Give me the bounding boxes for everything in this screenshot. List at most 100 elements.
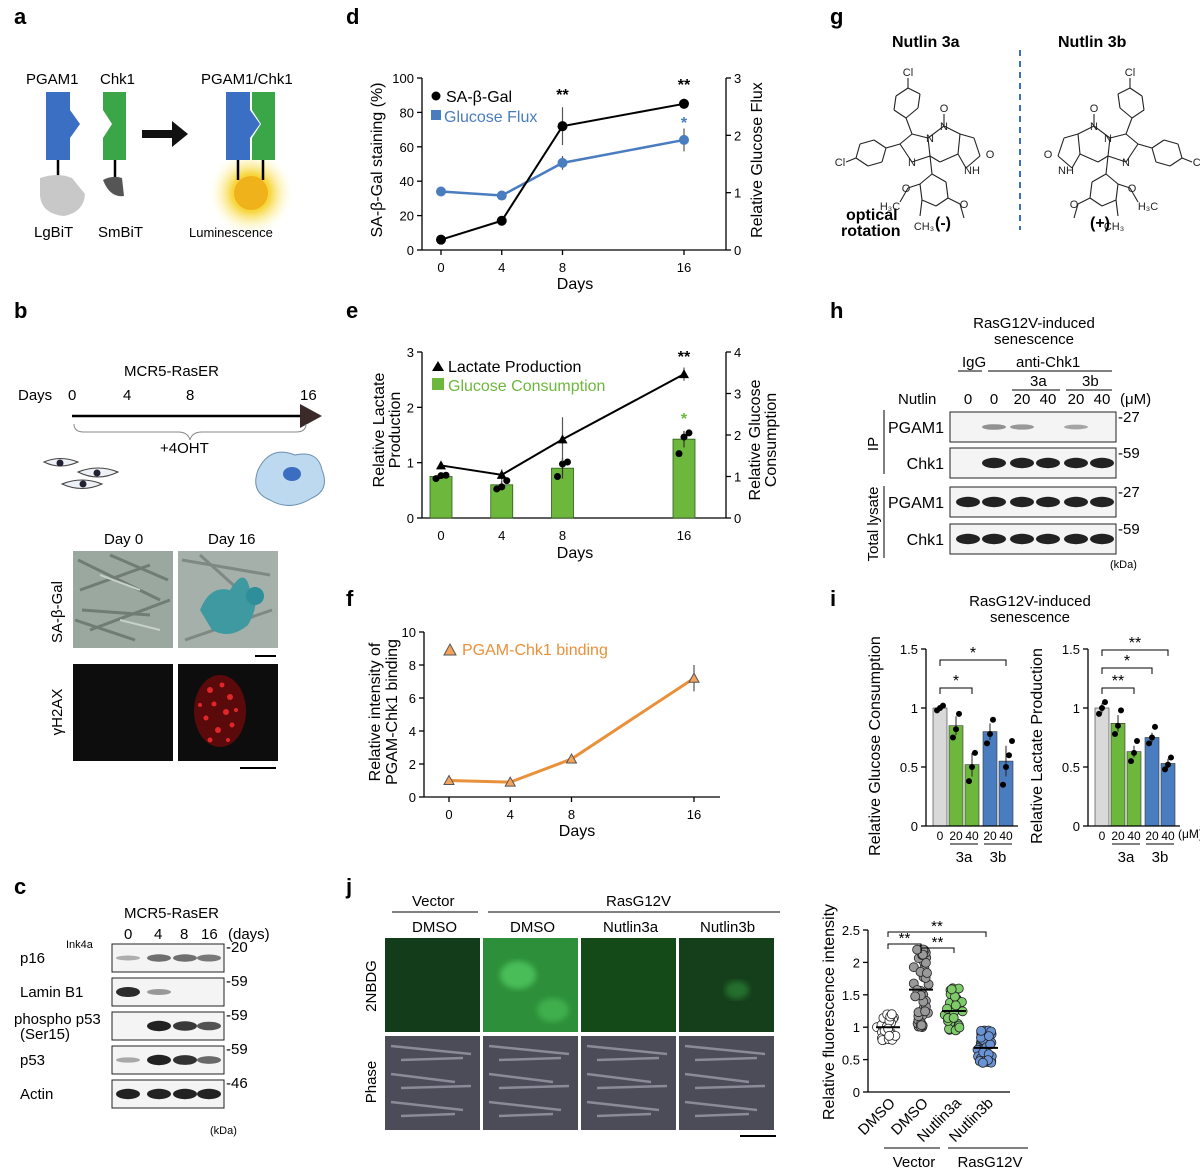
d-xlabel: Days — [557, 276, 593, 293]
f-point — [443, 774, 455, 785]
h-lane-label: 0 — [964, 391, 972, 408]
h-blot-name: PGAM1 — [888, 420, 944, 437]
atom-o-2: O — [986, 149, 995, 161]
j-col-dmso-vector: DMSO — [412, 919, 457, 936]
chart-i-right-y-tick-label: 0 — [1073, 819, 1080, 834]
rotation-3a: (-) — [935, 215, 951, 232]
j-phase-cell — [596, 1056, 660, 1062]
e-legend-lactate-marker — [432, 361, 444, 371]
c-band — [197, 1088, 221, 1100]
chart-i-left-bar — [982, 731, 998, 827]
c-band — [116, 1088, 140, 1100]
panel-i: i RasG12V-induced senescence 0 0.5 1 1.5 Rel… — [830, 586, 1200, 866]
c-band — [116, 1057, 140, 1063]
f-left-tick-label: 8 — [409, 658, 416, 673]
h-nutlin: Nutlin — [898, 391, 936, 408]
panel-label-b: b — [14, 298, 27, 323]
h-band — [1090, 533, 1114, 545]
bond — [905, 107, 919, 119]
e-bar-point — [685, 429, 693, 437]
c-lane-8: 8 — [180, 926, 188, 943]
bond — [1129, 87, 1143, 97]
c-mw-label: -20 — [226, 939, 248, 956]
atom-n-3: N — [1090, 121, 1098, 133]
bond — [935, 197, 949, 207]
bond — [1057, 137, 1065, 157]
c-lane-4: 4 — [154, 926, 162, 943]
j-phase-cell — [694, 1112, 750, 1118]
c-band — [147, 1088, 171, 1100]
bond — [1155, 161, 1171, 167]
f-x-tick-label: 0 — [445, 807, 452, 822]
bond — [1169, 157, 1183, 167]
chart-i-right-point — [1102, 699, 1108, 706]
j-point — [884, 1030, 895, 1041]
micrograph-gh2ax-day16 — [178, 664, 278, 761]
j-ras-label: RasG12V — [606, 893, 671, 910]
atom-nh: NH — [1058, 165, 1074, 177]
j-phase-cell — [488, 1044, 570, 1056]
h-band — [982, 424, 1006, 430]
bond — [1125, 133, 1139, 145]
chart-i-right-point — [1168, 754, 1174, 761]
d-sig-8: ** — [556, 87, 569, 104]
atom-n: N — [1104, 133, 1112, 145]
chart-i-left-point — [950, 734, 956, 741]
panel-a: a PGAM1 Chk1 PGAM1/Chk1 LgBiT SmBiT Lumi… — [14, 4, 293, 241]
j-fluor-image — [385, 938, 480, 1032]
bond — [1057, 155, 1073, 169]
chk1-shape — [103, 92, 126, 160]
bond — [1101, 199, 1117, 207]
panel-label-c: c — [14, 874, 26, 899]
panel-label-d: d — [346, 4, 359, 29]
chart-i-right-point — [1134, 738, 1140, 745]
c-band — [116, 986, 140, 998]
chart-i-right-ylabel: Relative Lactate Production — [1029, 648, 1046, 844]
e-bar-point — [680, 433, 688, 441]
bond — [921, 199, 937, 207]
bond — [1177, 143, 1183, 159]
bond — [1151, 139, 1165, 149]
f-x-tick-label: 16 — [687, 807, 701, 822]
chart-j: 0 0.5 1 1.5 2 2.5 Relative fluorescence intens… — [821, 904, 1028, 1171]
j-phase-cell — [684, 1044, 766, 1056]
bond — [917, 93, 921, 109]
bond — [855, 143, 861, 159]
c-band — [197, 1021, 221, 1031]
atom-h3c: H₃C — [1138, 201, 1158, 213]
bond — [931, 173, 947, 183]
e-bar — [429, 476, 453, 519]
row-label-gh2ax: γH2AX — [49, 689, 66, 736]
j-phase-cell — [586, 1044, 668, 1056]
c-band — [197, 1056, 221, 1064]
chart-i-right-y-tick-label: 1.5 — [1062, 642, 1080, 657]
atom-nh: NH — [964, 165, 980, 177]
chart-i-left-point — [1000, 781, 1006, 788]
atom-cl-left: Cl — [835, 157, 845, 169]
j-point — [978, 1057, 988, 1068]
atom-o-2: O — [1044, 149, 1053, 161]
atom-ch3: CH₃ — [1104, 221, 1124, 233]
h-band — [1064, 457, 1088, 469]
h-mw-label: -59 — [1118, 445, 1140, 462]
bond — [1109, 133, 1127, 139]
atom-h3c: H₃C — [880, 201, 900, 213]
luminescence-label: Luminescence — [189, 225, 273, 240]
chart-i-right-unit: (μM) — [1178, 827, 1200, 841]
bond — [1115, 199, 1119, 217]
e-right-tick-label: 3 — [734, 387, 741, 402]
h-band — [1090, 496, 1114, 508]
chart-i-left-point — [969, 764, 975, 770]
j-ylabel: Relative fluorescence intensity — [821, 904, 838, 1120]
c-band — [147, 954, 171, 962]
h-lane-label: 40 — [1040, 391, 1057, 408]
c-mw-label: -59 — [226, 973, 248, 990]
compound-3a-title: Nutlin 3a — [892, 34, 960, 51]
bond — [1137, 143, 1153, 149]
panel-label-f: f — [346, 586, 354, 611]
h-igg: IgG — [962, 354, 986, 371]
atom-n-3: N — [940, 121, 948, 133]
senescent-cell-icon — [255, 451, 325, 506]
chart-i-right-sig: ** — [1129, 635, 1141, 652]
